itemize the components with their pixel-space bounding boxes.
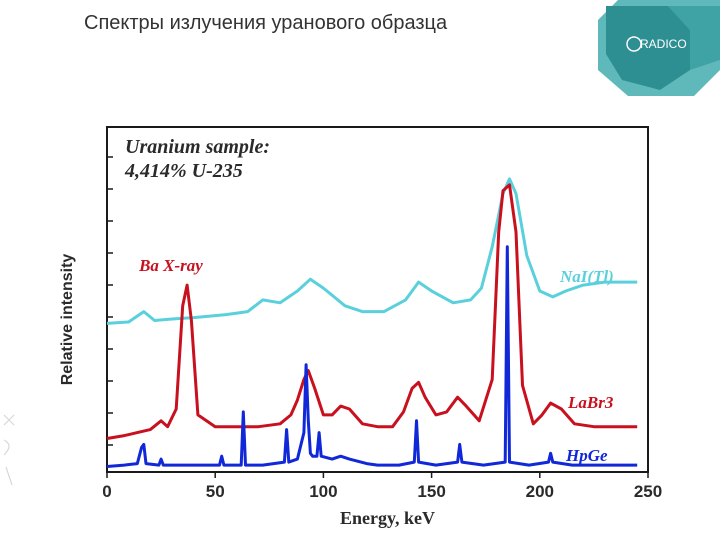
series-line-nai-tl- [106,177,638,325]
series-label-hpge: HpGe [565,446,608,465]
x-tick-label: 0 [102,482,111,501]
x-axis-label: Energy, keV [340,508,435,528]
x-tick-label: 100 [309,482,337,501]
x-tick-label: 200 [526,482,554,501]
x-tick-label: 250 [634,482,662,501]
side-watermark [3,414,15,486]
annotation-label: Ba X-ray [138,256,203,275]
x-tick-label: 150 [417,482,445,501]
logo-hex-accent [668,6,720,70]
series-line-labr3 [106,183,638,440]
x-tick-label: 50 [206,482,225,501]
radico-logo: RADICO [598,0,720,96]
y-axis-label: Relative intensity [59,254,76,386]
series-label-labr3: LaBr3 [567,393,614,412]
chart-title: Uranium sample: [125,136,270,158]
plot-frame [106,126,649,473]
series-line-hpge [106,245,638,468]
logo-text: RADICO [640,37,687,51]
slide-title: Спектры излучения уранового образца [84,12,448,34]
logo-hex-front [606,6,690,90]
series-label-nai-tl-: NaI(Tl) [559,267,614,286]
logo-atom-icon [626,36,642,52]
chart-subtitle: 4,414% U-235 [124,160,243,182]
